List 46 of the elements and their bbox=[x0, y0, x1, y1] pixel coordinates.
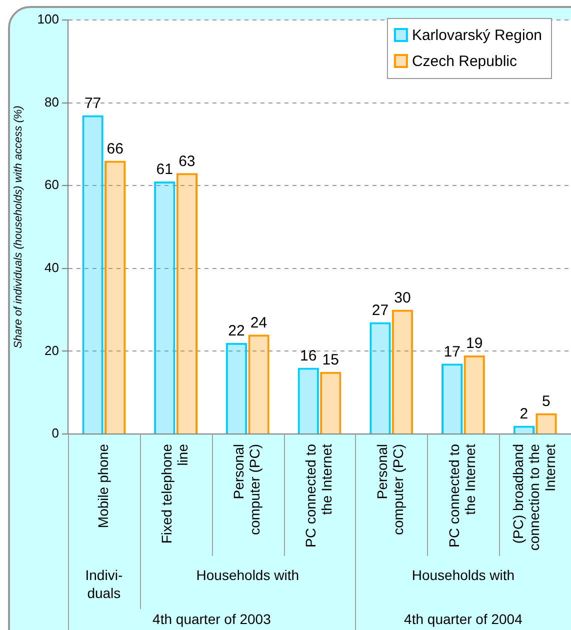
y-tick-label: 20 bbox=[44, 342, 59, 358]
x-tick-label: Personal computer (PC) bbox=[374, 444, 406, 536]
data-label: 19 bbox=[466, 334, 483, 352]
data-label: 61 bbox=[156, 161, 173, 178]
y-tick-label: 60 bbox=[44, 177, 59, 192]
data-label: 22 bbox=[228, 322, 245, 340]
bar bbox=[104, 160, 126, 434]
bar bbox=[298, 368, 319, 434]
bar bbox=[370, 322, 391, 434]
data-label: 63 bbox=[178, 152, 196, 170]
bar bbox=[513, 426, 535, 434]
bar bbox=[464, 355, 485, 434]
bar bbox=[320, 372, 342, 434]
text: 4th quarter of 2003 bbox=[152, 610, 272, 627]
text: Households with bbox=[412, 566, 515, 583]
x-tick-label: Personal computer (PC) bbox=[230, 444, 262, 536]
data-label: 24 bbox=[250, 314, 268, 332]
bar bbox=[248, 334, 270, 434]
y-tick-label: 100 bbox=[37, 12, 59, 27]
data-label: 17 bbox=[444, 343, 460, 360]
y-tick-label: 80 bbox=[44, 94, 59, 110]
data-label: 30 bbox=[394, 289, 411, 306]
bar bbox=[536, 413, 557, 434]
data-label: 16 bbox=[300, 347, 317, 364]
bar bbox=[176, 173, 198, 434]
x-tick-label: Fixed telephone line bbox=[158, 444, 191, 544]
x-tick-label: Mobile phone bbox=[94, 444, 111, 528]
y-axis-title: Share of individuals (households) with access (%) bbox=[12, 105, 25, 348]
legend-label: Czech Republic bbox=[412, 53, 518, 70]
data-label: 27 bbox=[372, 302, 389, 319]
legend-label: Karlovarský Region bbox=[412, 27, 542, 44]
data-label: 66 bbox=[106, 140, 124, 158]
data-label: 77 bbox=[84, 94, 102, 112]
y-tick-label: 40 bbox=[44, 260, 59, 275]
bar bbox=[154, 181, 176, 434]
data-label: 2 bbox=[520, 405, 528, 422]
text: Households with bbox=[196, 566, 300, 583]
bar bbox=[441, 364, 463, 434]
text: Indivi-duals bbox=[85, 566, 123, 601]
bar bbox=[226, 342, 248, 434]
bar bbox=[82, 115, 104, 434]
y-tick-label: 0 bbox=[52, 426, 59, 441]
data-label: 5 bbox=[542, 392, 550, 410]
bar bbox=[392, 310, 414, 434]
text: 4th quarter of 2004 bbox=[404, 610, 523, 627]
data-label: 15 bbox=[322, 352, 339, 369]
